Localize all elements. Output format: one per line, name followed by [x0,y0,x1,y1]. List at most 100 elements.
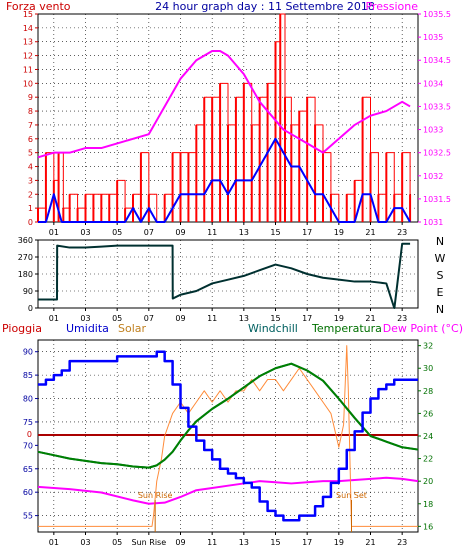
y-tick-label-right: 1031.5 [423,195,451,204]
x-tick-label: 01 [49,228,59,237]
y-tick-label-left: 12 [23,52,33,61]
y-tick-label-right: 24 [423,432,433,441]
x-tick-label: Sun Rise [132,538,167,547]
temperature-label: Temperatura [311,322,382,335]
y-tick-label-right: 1033.5 [423,102,451,111]
compass-label: N [436,235,444,248]
y-tick-label-right: 26 [423,409,433,418]
y-tick-label-right: 1032.5 [423,149,451,158]
x-tick-label: 07 [144,228,154,237]
wind-direction-line [38,242,411,309]
rain-value-label: 0 [27,430,32,439]
y-tick-label-left: 2 [28,190,33,199]
x-tick-label: 05 [112,228,122,237]
x-tick-label: 21 [365,228,375,237]
x-tick-label: 11 [207,538,217,547]
y-tick-label-left: 60 [23,488,33,497]
x-tick-label: 19 [334,538,344,547]
x-tick-label: 11 [207,228,217,237]
dew-point-label: Dew Point (°C) [383,322,463,335]
y-tick-label-left: 5 [28,149,33,158]
y-tick-label-left: 55 [23,512,33,521]
x-tick-label: 03 [80,228,90,237]
y-tick-label-right: 1032 [423,172,443,181]
humidity-line [38,350,418,522]
x-tick-label: 05 [112,314,122,323]
x-tick-label: 21 [365,314,375,323]
y-tick-label-right: 18 [423,500,433,509]
sun-rise-label: Sun Rise [138,491,173,500]
sun-set-label: Sun Set [336,491,367,500]
compass-label: E [437,286,444,299]
x-tick-label: 13 [239,228,249,237]
y-tick-label-left: 6 [28,135,33,144]
x-tick-label: 09 [175,314,185,323]
y-tick-label-left: 8 [28,107,33,116]
y-tick-label-left: 90 [23,287,33,296]
pressure-line [37,49,411,159]
y-tick-label-right: 1035.5 [423,10,451,19]
y-tick-label-left: 1 [28,204,33,213]
x-tick-label: 21 [365,538,375,547]
x-tick-label: 01 [49,538,59,547]
y-tick-label-right: 32 [423,342,433,351]
y-tick-label-left: 13 [23,38,33,47]
x-tick-label: 03 [80,538,90,547]
x-tick-label: 07 [144,314,154,323]
compass-label: W [435,252,446,265]
wind-pressure-panel: Forza vento 24 hour graph day : 11 Sette… [6,0,451,237]
x-tick-label: 15 [270,228,280,237]
y-tick-label-left: 14 [23,24,33,33]
humidity-label: Umidita [66,322,109,335]
windchill-line [37,362,419,469]
y-tick-label-left: 75 [23,418,33,427]
compass-label: S [437,269,444,282]
x-tick-label: 23 [397,314,407,323]
pressure-axis-label: Pressione [366,0,419,13]
windchill-label: Windchill [248,322,298,335]
panel-1-title: 24 hour graph day : 11 Settembre 2018 [155,0,375,13]
x-tick-label: 17 [302,314,312,323]
x-tick-label: 13 [239,314,249,323]
y-tick-label-left: 4 [28,163,33,172]
wind-axis-label: Forza vento [6,0,71,13]
x-tick-label: 15 [270,314,280,323]
wind-average-line [38,137,411,223]
x-tick-label: 03 [80,314,90,323]
y-tick-label-right: 1033 [423,126,443,135]
wind-gust-envelope [38,13,411,223]
y-tick-label-left: 80 [23,395,33,404]
y-tick-label-right: 1035 [423,33,443,42]
solar-label: Solar [118,322,147,335]
x-tick-label: 17 [302,228,312,237]
y-tick-label-left: 0 [28,304,33,313]
x-tick-label: 19 [334,314,344,323]
y-tick-label-left: 15 [23,10,33,19]
x-tick-label: 19 [334,228,344,237]
x-tick-label: 05 [112,538,122,547]
x-tick-label: 17 [302,538,312,547]
y-tick-label-right: 28 [423,387,433,396]
y-tick-label-left: 11 [23,65,33,74]
x-tick-label: 09 [175,538,185,547]
y-tick-label-left: 10 [23,79,33,88]
temperature-humidity-panel: Pioggia Umidita Solar Windchill Temperat… [2,322,463,547]
rain-label: Pioggia [2,322,42,335]
y-tick-label-left: 70 [23,441,33,450]
y-tick-label-left: 65 [23,465,33,474]
x-tick-label: 09 [175,228,185,237]
x-tick-label: 23 [397,228,407,237]
y-tick-label-left: 9 [28,93,33,102]
y-tick-label-right: 1031 [423,218,443,227]
y-tick-label-left: 90 [23,348,33,357]
x-tick-label: 15 [270,538,280,547]
y-tick-label-left: 85 [23,371,33,380]
temperature-line [37,362,419,469]
y-tick-label-left: 7 [28,121,33,130]
x-tick-label: 01 [49,314,59,323]
y-tick-label-right: 30 [423,364,433,373]
x-tick-label: 11 [207,314,217,323]
y-tick-label-right: 1034.5 [423,56,451,65]
